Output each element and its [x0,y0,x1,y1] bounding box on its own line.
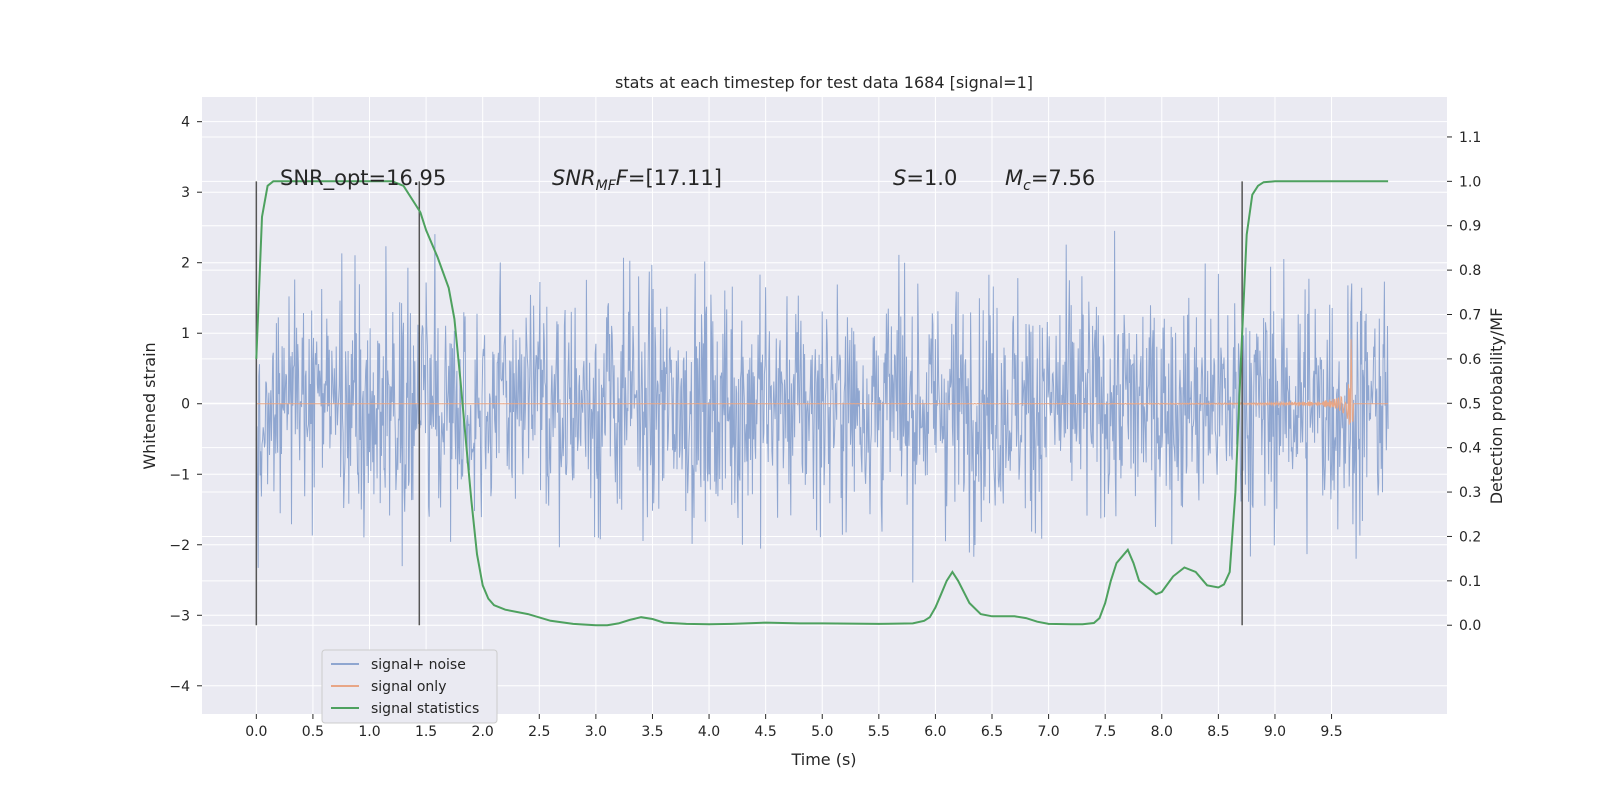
stats-line [255,180,1389,627]
y-tick-label: −2 [169,538,190,554]
legend-box [321,649,498,724]
x-tick-label: 2.0 [472,724,494,740]
noise-line [255,230,1389,583]
signal-statistics-series [255,180,1389,627]
mc-annotation: Mc=7.56 [1005,166,1095,194]
x-tick-label: 1.5 [415,724,437,740]
y2-axis-label: Detection probability/MF [1487,308,1506,505]
y-tick-label: −3 [169,608,190,624]
vertical-markers [255,181,1243,626]
y2-tick-label: 0.2 [1459,529,1481,545]
y-tick-label: 0 [181,397,190,413]
y-tick-label: 2 [181,256,190,272]
y-tick-label: 3 [181,185,190,201]
mc-value: =7.56 [1031,166,1095,190]
x-tick-label: 9.5 [1320,724,1342,740]
x-tick-label: 8.5 [1207,724,1229,740]
y2-tick-label: 0.4 [1459,441,1481,457]
y-axis-label: Whitened strain [140,342,159,469]
y2-tick-label: 0.6 [1459,352,1481,368]
y-axis-ticks: 4 3 2 1 0 −1 −2 −3 −4 [169,115,202,695]
y2-axis-ticks: 1.1 1.0 0.9 0.8 0.7 0.6 0.5 0.4 0.3 0.2 0.1 0.0 [1447,130,1481,634]
x-tick-label: 3.0 [585,724,607,740]
legend-label-signal: signal only [371,679,446,695]
y-tick-label: 4 [181,115,190,131]
x-tick-label: 7.5 [1094,724,1116,740]
s-annotation: S=1.0 [893,166,957,190]
x-tick-label: 1.0 [358,724,380,740]
signal-only-series [256,339,1389,425]
x-tick-label: 4.0 [698,724,720,740]
signal-noise-series [255,230,1389,583]
y-tick-label: −4 [169,679,190,695]
x-tick-label: 3.5 [641,724,663,740]
x-tick-label: 8.0 [1151,724,1173,740]
legend-label-stats: signal statistics [371,701,479,717]
x-tick-label: 5.0 [811,724,833,740]
legend: signal+ noise signal only signal statist… [321,649,498,724]
s-value: =1.0 [906,166,957,190]
y2-tick-label: 0.1 [1459,574,1481,590]
y2-tick-label: 0.0 [1459,618,1481,634]
x-tick-label: 7.0 [1037,724,1059,740]
x-tick-label: 5.5 [868,724,890,740]
y2-tick-label: 0.8 [1459,263,1481,279]
x-tick-label: 9.0 [1264,724,1286,740]
y2-tick-label: 0.5 [1459,396,1481,412]
x-tick-label: 6.0 [924,724,946,740]
y-tick-label: 1 [181,326,190,342]
y-tick-label: −1 [169,467,190,483]
x-axis-ticks: 0.0 0.5 1.0 1.5 2.0 2.5 3.0 3.5 4.0 4.5 5.0 5.5 6.0 6… [245,714,1343,740]
x-tick-label: 0.0 [245,724,267,740]
y2-tick-label: 1.1 [1459,130,1481,146]
y2-tick-label: 0.7 [1459,308,1481,324]
x-tick-label: 0.5 [302,724,324,740]
x-axis-label: Time (s) [790,750,856,769]
y2-tick-label: 0.9 [1459,219,1481,235]
snr-mf-value: =[17.11] [628,166,722,190]
y2-tick-label: 0.3 [1459,485,1481,501]
snr-opt-annotation: SNR_opt=16.95 [280,166,446,191]
x-tick-label: 4.5 [755,724,777,740]
y2-tick-label: 1.0 [1459,174,1481,190]
snr-mf-annotation: SNRMFF=[17.11] [552,166,722,194]
legend-label-noise: signal+ noise [371,657,466,673]
x-tick-label: 2.5 [528,724,550,740]
x-tick-label: 6.5 [981,724,1003,740]
chart-title: stats at each timestep for test data 168… [615,73,1033,92]
signal-line [256,339,1389,425]
